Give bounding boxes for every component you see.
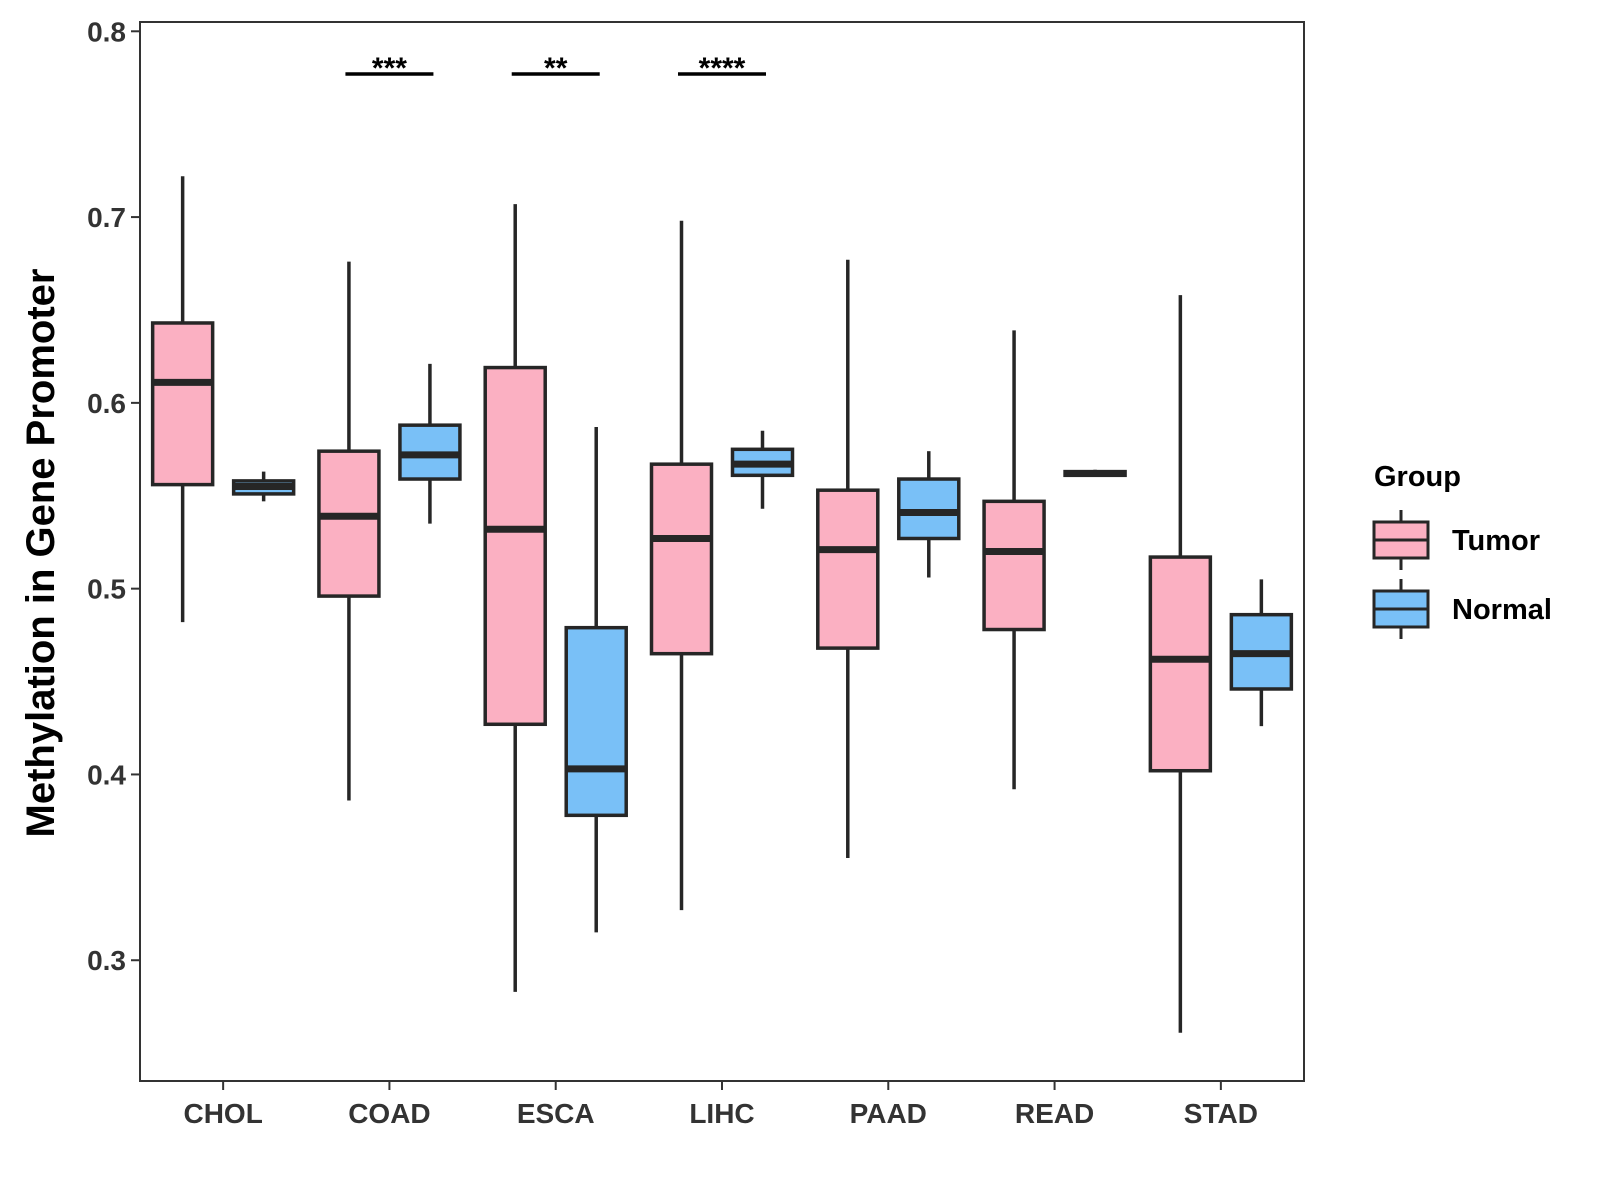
box-iqr <box>483 365 547 727</box>
legend-label: Tumor <box>1452 525 1540 557</box>
box-tumor-paad <box>816 259 880 859</box>
box-iqr <box>564 625 628 818</box>
y-tick-label: 0.8 <box>87 16 126 47</box>
box-iqr <box>150 321 215 487</box>
x-tick-label-stad: STAD <box>1184 1098 1258 1129</box>
box-iqr <box>1148 555 1213 773</box>
box-normal-stad <box>1229 579 1294 727</box>
significance-label: ** <box>544 52 568 85</box>
box-normal-read <box>1063 469 1127 478</box>
box-tumor-chol <box>150 176 215 623</box>
y-tick-label: 0.6 <box>87 388 126 419</box>
box-normal-lihc <box>730 430 795 509</box>
box-tumor-stad <box>1148 295 1213 1033</box>
x-tick-label-paad: PAAD <box>850 1098 927 1129</box>
significance-esca: ** <box>511 52 600 85</box>
box-iqr <box>897 477 961 541</box>
x-tick-label-read: READ <box>1015 1098 1094 1129</box>
significance-lihc: **** <box>678 52 766 85</box>
legend-title: Group <box>1374 461 1461 493</box>
y-tick-label: 0.7 <box>87 202 126 233</box>
legend-item-normal: Normal <box>1372 579 1552 639</box>
box-tumor-read <box>982 330 1046 790</box>
box-normal-esca <box>564 427 628 933</box>
box-normal-chol <box>231 471 296 502</box>
y-tick-label: 0.5 <box>87 574 126 605</box>
significance-label: *** <box>372 52 407 85</box>
x-tick-label-lihc: LIHC <box>689 1098 754 1129</box>
legend-item-tumor: Tumor <box>1372 510 1540 570</box>
significance-annotations: *** ** **** <box>345 52 766 85</box>
legend: Group Tumor Normal <box>1372 461 1552 639</box>
x-tick-label-coad: COAD <box>348 1098 430 1129</box>
y-axis: 0.3 0.4 0.5 0.6 0.7 0.8 <box>87 16 140 976</box>
y-tick-label: 0.3 <box>87 945 126 976</box>
box-iqr <box>816 488 880 650</box>
x-tick-label-esca: ESCA <box>517 1098 595 1129</box>
box-normal-paad <box>897 451 961 578</box>
legend-label: Normal <box>1452 594 1552 626</box>
box-normal-coad <box>398 363 462 524</box>
significance-label: **** <box>699 52 746 85</box>
box-tumor-esca <box>483 204 547 992</box>
boxes-layer <box>150 176 1294 1033</box>
x-tick-label-chol: CHOL <box>183 1098 262 1129</box>
box-tumor-lihc <box>649 220 714 911</box>
significance-coad: *** <box>345 52 434 85</box>
y-axis-title: Methylation in Gene Promoter <box>19 269 63 838</box>
x-axis: CHOL COAD ESCA LIHC PAAD READ STAD <box>183 1081 1258 1129</box>
box-iqr <box>317 449 381 598</box>
y-tick-label: 0.4 <box>87 759 126 790</box>
box-tumor-coad <box>317 261 381 801</box>
box-iqr <box>649 462 714 656</box>
box-iqr <box>982 499 1046 632</box>
